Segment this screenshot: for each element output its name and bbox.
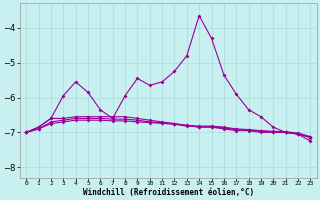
X-axis label: Windchill (Refroidissement éolien,°C): Windchill (Refroidissement éolien,°C) bbox=[83, 188, 254, 197]
